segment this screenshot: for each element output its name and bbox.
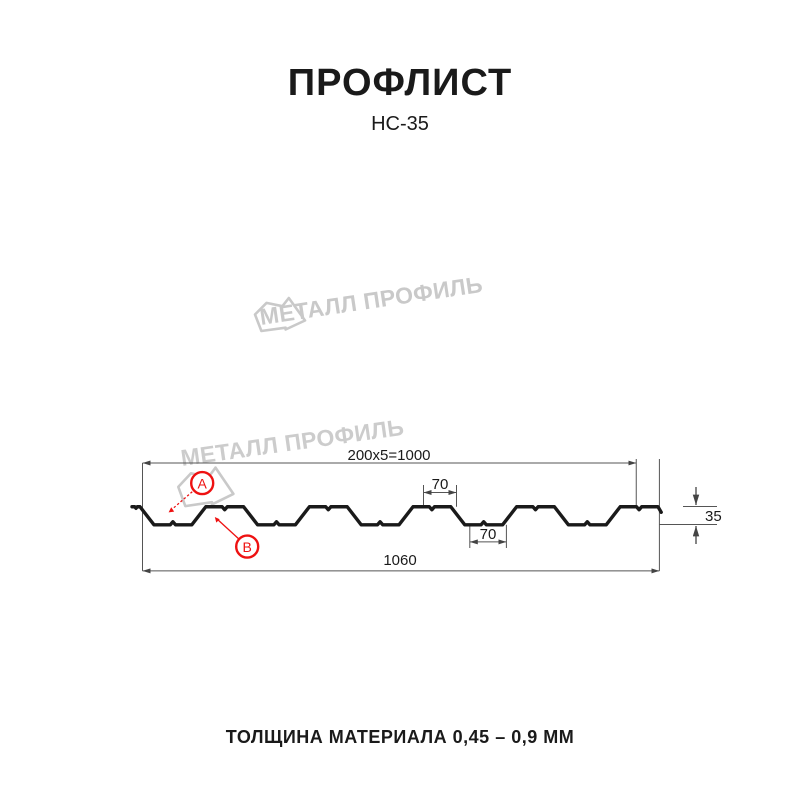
svg-text:70: 70 (480, 526, 497, 543)
svg-text:B: B (243, 539, 252, 555)
svg-text:200x5=1000: 200x5=1000 (348, 447, 431, 464)
svg-text:35: 35 (705, 508, 722, 525)
svg-text:70: 70 (432, 476, 449, 493)
svg-text:1060: 1060 (383, 552, 416, 569)
svg-text:A: A (198, 476, 208, 492)
